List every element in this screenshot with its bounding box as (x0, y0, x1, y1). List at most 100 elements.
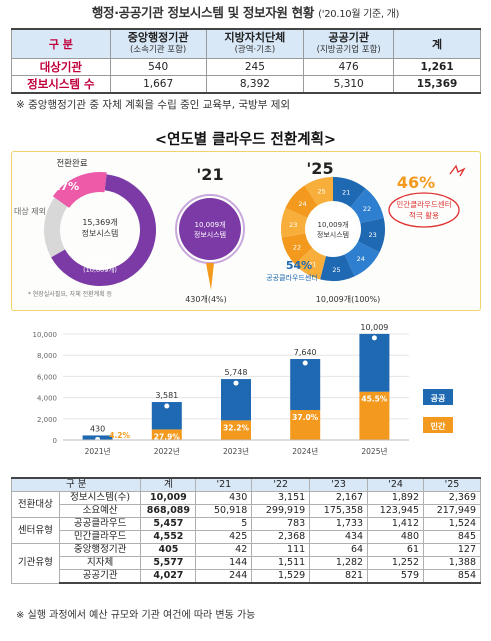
header-cell: 지방자치단체 (광역·기초) (205, 28, 305, 59)
cell: 1,261 (393, 58, 481, 76)
y25-ring-segment (304, 177, 334, 206)
y25-center (309, 205, 357, 253)
bar-chart-svg: 0 2,000 4,000 6,000 8,000 10,000 430 4.2% 2021년 3… (33, 323, 453, 456)
cell: 1,511 (251, 556, 311, 570)
title-text: 행정·공공기관 정보시스템 및 정보자원 현황 (91, 5, 315, 20)
y25-private-percent: 46% (397, 173, 435, 192)
cell: 123,945 (367, 504, 425, 518)
row-label: 공공클라우드 (58, 517, 142, 531)
cell: 1,892 (367, 491, 425, 505)
legend-swatch (423, 417, 453, 433)
cell: 15,369 (393, 75, 481, 94)
bar-private (290, 410, 321, 440)
cell: 1,733 (309, 517, 369, 531)
bar-total-label: 5,748 (225, 368, 248, 377)
y25-ring-segment (350, 188, 384, 224)
title-sub: ('20.10월 기준, 개) (318, 9, 400, 20)
cell: 1,667 (109, 75, 207, 94)
cell: 61 (367, 543, 425, 557)
table-row: 전환대상 정보시스템(수) 10,009 430 3,151 2,167 1,8… (11, 491, 481, 518)
bar-share-label: 32.2% (223, 423, 250, 432)
y21-count: 10,009개 (195, 220, 226, 229)
cell: 579 (367, 569, 425, 584)
bar-top-marker (302, 360, 308, 366)
cell: 42 (195, 543, 253, 557)
y21-wedge (206, 263, 214, 290)
note-exclusion: ※ 중앙행정기관 중 자체 계획을 수립 중인 교육부, 국방부 제외 (16, 99, 291, 111)
header-cell: '22 (251, 477, 311, 492)
cell: 175,358 (309, 504, 369, 518)
y25-ring-segment-label: 25 (317, 188, 325, 196)
y25-ring-segment (332, 177, 366, 208)
row-label: 소요예산 (58, 504, 142, 518)
header-cell: '24 (367, 477, 425, 492)
cell: 430 (195, 491, 253, 505)
y25-ring: 21 22 23 24 25 21 22 23 24 25 (281, 177, 385, 281)
x-tick-label: 2024년 (292, 446, 318, 456)
bar-public (290, 359, 321, 411)
y21-graphic: '21 10,009개 정보시스템 430개(4%) (175, 165, 245, 304)
cell: 5,577 (140, 556, 197, 570)
y-tick-label: 10,000 (33, 331, 58, 339)
donut-completed-arc (52, 172, 107, 209)
donut-target-label: 사업대상 (85, 254, 115, 264)
cell: 1,412 (367, 517, 425, 531)
donut-target-arc (51, 174, 156, 286)
cell: 245 (205, 58, 305, 76)
bar-private (359, 391, 390, 440)
y21-year: '21 (196, 165, 223, 184)
donut-footnote: * 현장실사필요, 자체 전환계획 등 (28, 290, 113, 298)
row-label: 민간클라우드 (58, 530, 142, 544)
y25-ring-segment-label: 21 (308, 260, 316, 268)
cell: 2,368 (251, 530, 311, 544)
x-tick-label: 2022년 (154, 446, 180, 456)
y25-ring-segment (357, 217, 385, 253)
cell: 8,392 (205, 75, 305, 94)
cell: 476 (303, 58, 395, 76)
header-cell: 계 (140, 477, 197, 492)
row-label: 정보시스템 수 (11, 75, 111, 94)
y-tick-label: 8,000 (37, 352, 57, 360)
cell: 2,167 (309, 491, 369, 505)
legend-label: 공공 (431, 394, 446, 403)
cell: 425 (195, 530, 253, 544)
y25-ring-segment-label: 25 (332, 266, 340, 274)
cell: 1,282 (309, 556, 369, 570)
cell: 50,918 (195, 504, 253, 518)
y25-public-label: 공공클라우드센터 (266, 273, 318, 282)
row-label: 중앙행정기관 (58, 543, 142, 557)
y25-label: 정보시스템 (317, 230, 349, 239)
row-label: 정보시스템(수) (58, 491, 142, 505)
y25-private-highlight (388, 192, 460, 228)
donut-center-count: 15,369개 (82, 217, 117, 227)
y25-private-label2: 적극 활용 (409, 210, 439, 220)
y25-ring-segment (285, 185, 319, 219)
bar-top-marker (371, 335, 377, 341)
cell: 5 (195, 517, 253, 531)
table-row: 대상기관 540 245 476 1,261 (11, 58, 481, 76)
cell: 5,310 (303, 75, 395, 94)
cell: 783 (251, 517, 311, 531)
legend-swatch (423, 389, 453, 405)
bar-top-marker (233, 380, 239, 386)
cell: 3,151 (251, 491, 311, 505)
table-row: 기관유형 중앙행정기관 405 42 111 64 61 127 (11, 543, 481, 584)
header-cell: 구 분 (11, 28, 111, 59)
cell: 2,369 (423, 491, 481, 505)
bar-total-label: 7,640 (294, 348, 317, 357)
cell: 127 (423, 543, 481, 557)
cell: 111 (251, 543, 311, 557)
y25-ring-segment (320, 254, 355, 281)
note-variation: ※ 실행 과정에서 예산 규모와 기관 여건에 따라 변동 가능 (16, 610, 256, 621)
table-row: 민간클라우드 4,552 425 2,368 434 480 845 (12, 530, 481, 544)
group-label: 센터유형 (11, 517, 60, 544)
group-label: 전환대상 (11, 491, 60, 518)
header-cell: 구 분 (10, 477, 142, 492)
bar-total-label: 3,581 (155, 391, 178, 400)
x-tick-label: 2023년 (223, 446, 249, 456)
bar-private (151, 429, 182, 440)
table-row: 공공기관 4,027 244 1,529 821 579 854 (12, 569, 481, 584)
y25-ring-segment (281, 232, 313, 265)
systems-table-header: 구 분 중앙행정기관 (소속기관 포함) 지방자치단체 (광역·기초) 공공기관 (지… (11, 28, 481, 59)
row-label: 공공기관 (58, 569, 142, 584)
